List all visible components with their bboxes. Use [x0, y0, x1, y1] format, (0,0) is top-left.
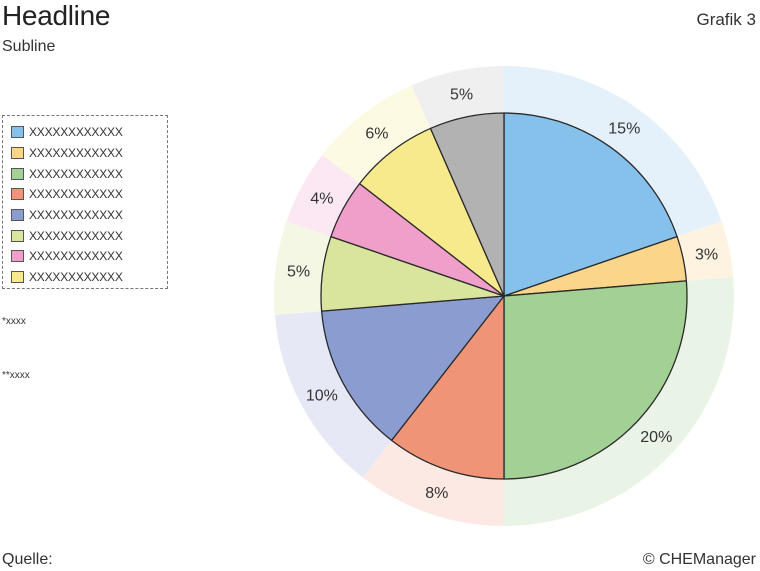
legend-item: XXXXXXXXXXXX — [11, 267, 167, 288]
pie-label: 3% — [695, 247, 718, 264]
footnote-1: *xxxx — [2, 316, 26, 327]
footnote-2: **xxxx — [2, 370, 30, 381]
legend-item: XXXXXXXXXXXX — [11, 143, 167, 164]
legend-swatch — [11, 126, 24, 139]
legend-item: XXXXXXXXXXXX — [11, 205, 167, 226]
legend-label: XXXXXXXXXXXX — [29, 187, 123, 202]
headline: Headline — [2, 0, 111, 31]
pie-label: 15% — [608, 121, 640, 138]
legend: XXXXXXXXXXXX XXXXXXXXXXXX XXXXXXXXXXXX X… — [2, 115, 168, 289]
pie-label: 4% — [310, 191, 333, 208]
legend-swatch — [11, 147, 24, 160]
legend-swatch — [11, 188, 24, 201]
legend-item: XXXXXXXXXXXX — [11, 184, 167, 205]
legend-swatch — [11, 271, 24, 284]
legend-swatch — [11, 250, 24, 263]
pie-slice — [503, 112, 678, 297]
pie-slice — [390, 295, 505, 480]
pie-slice — [503, 280, 688, 480]
pie-slice — [429, 112, 505, 297]
pie-slice — [320, 295, 505, 442]
legend-label: XXXXXXXXXXXX — [29, 125, 123, 140]
pie-label: 8% — [425, 485, 448, 502]
legend-item: XXXXXXXXXXXX — [11, 163, 167, 184]
pie-label: 20% — [640, 429, 672, 446]
copyright: © CHEManager — [642, 551, 756, 568]
legend-swatch — [11, 167, 24, 180]
legend-label: XXXXXXXXXXXX — [29, 208, 123, 223]
pie-label: 5% — [450, 86, 473, 103]
legend-swatch — [11, 229, 24, 242]
legend-label: XXXXXXXXXXXX — [29, 146, 123, 161]
legend-label: XXXXXXXXXXXX — [29, 270, 123, 285]
legend-item: XXXXXXXXXXXX — [11, 225, 167, 246]
pie-label: 10% — [306, 388, 338, 405]
legend-label: XXXXXXXXXXXX — [29, 166, 123, 181]
source-label: Quelle: — [2, 551, 53, 568]
pie-slice — [358, 127, 505, 297]
pie-label: 6% — [365, 126, 388, 143]
subline: Subline — [2, 38, 56, 55]
legend-item: XXXXXXXXXXXX — [11, 246, 167, 267]
legend-label: XXXXXXXXXXXX — [29, 228, 123, 243]
legend-item: XXXXXXXXXXXX — [11, 122, 167, 143]
figure-number: Grafik 3 — [696, 10, 756, 29]
pie-label: 5% — [287, 263, 310, 280]
legend-swatch — [11, 209, 24, 222]
legend-label: XXXXXXXXXXXX — [29, 249, 123, 264]
